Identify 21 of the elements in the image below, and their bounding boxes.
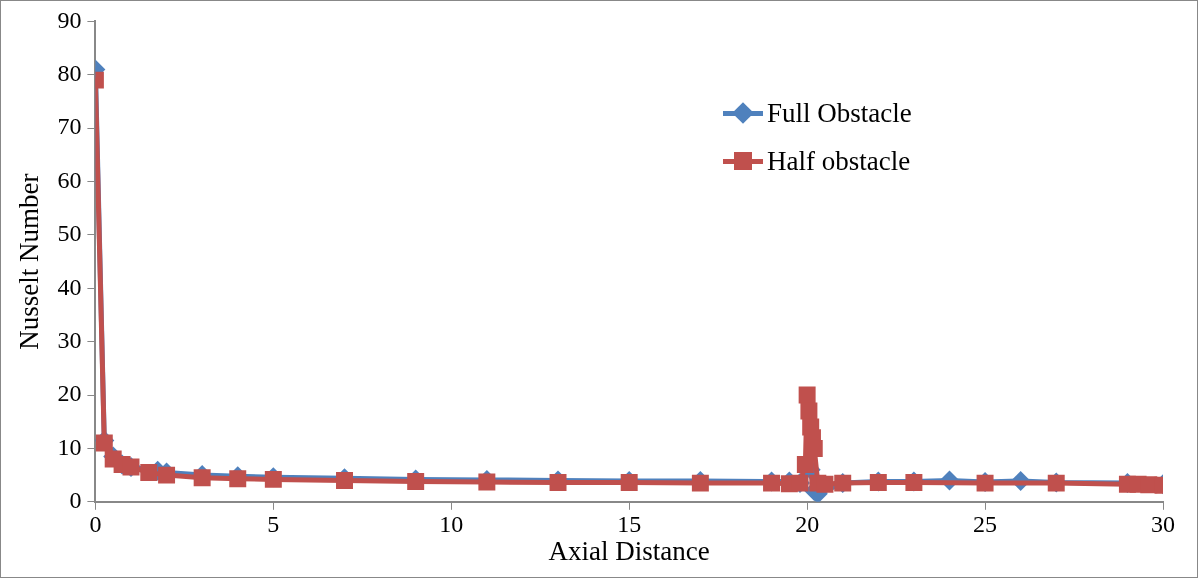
y-tick-label: 0 (69, 487, 82, 514)
y-axis-title: Nusselt Number (14, 173, 45, 350)
x-axis-title: Axial Distance (548, 535, 710, 566)
y-tick-label: 70 (57, 113, 82, 140)
y-tick-label: 40 (57, 273, 82, 300)
x-tick-label: 30 (1151, 511, 1175, 538)
y-tick-label: 60 (57, 166, 82, 193)
y-tick-label: 20 (57, 380, 82, 407)
x-tick-label: 20 (795, 511, 820, 538)
y-tick-label: 10 (57, 433, 82, 460)
y-tick-label: 90 (57, 6, 82, 33)
x-tick-label: 5 (267, 511, 280, 538)
legend-label: Half obstacle (767, 145, 911, 177)
x-tick-label: 0 (89, 511, 102, 538)
x-tick-label: 10 (439, 511, 464, 538)
y-tick-label: 80 (57, 60, 82, 87)
y-tick-label: 30 (57, 326, 82, 353)
x-tick-label: 25 (973, 511, 998, 538)
x-tick-label: 15 (617, 511, 642, 538)
legend-label: Full Obstacle (767, 97, 912, 129)
y-tick-label: 50 (57, 220, 82, 247)
